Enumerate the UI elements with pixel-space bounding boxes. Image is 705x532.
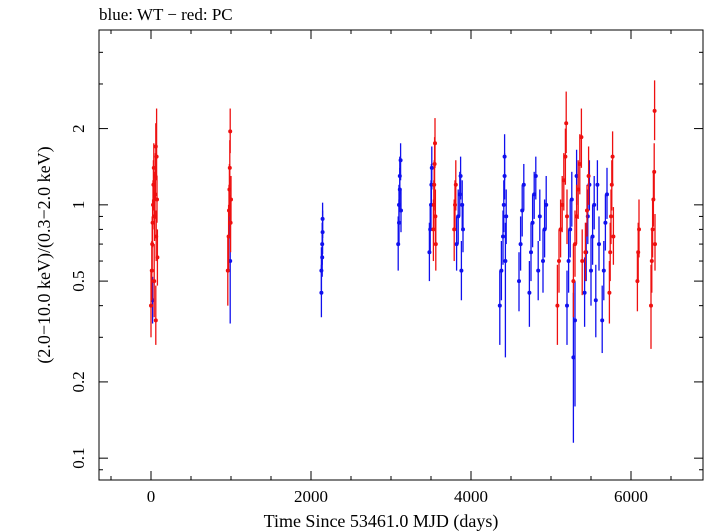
- data-point: [320, 216, 325, 221]
- x-tick-label: 6000: [614, 487, 648, 506]
- data-point: [580, 259, 585, 264]
- data-point: [497, 303, 502, 308]
- data-point: [649, 259, 654, 264]
- plot-frame: [98, 29, 704, 481]
- data-point: [586, 173, 591, 178]
- data-point: [433, 141, 437, 146]
- x-tick-label: 0: [147, 487, 156, 506]
- data-point: [597, 242, 601, 247]
- data-point: [583, 250, 588, 255]
- data-point: [610, 154, 615, 159]
- axis-labels: 0 2000 4000 6000 0.1 0.2 0.5 1 2 Time Since 53461…: [34, 124, 648, 532]
- data-point: [557, 259, 561, 264]
- data-point: [569, 197, 574, 202]
- data-point: [501, 234, 505, 239]
- data-point: [319, 290, 324, 295]
- data-point: [504, 214, 509, 219]
- y-tick-label: 0.2: [69, 371, 88, 392]
- data-point: [653, 242, 657, 247]
- data-point: [565, 303, 569, 308]
- data-point: [563, 154, 568, 159]
- y-tick-label: 0.5: [69, 270, 88, 291]
- axis-ticks: [99, 30, 703, 480]
- data-point: [590, 234, 595, 239]
- data-point: [611, 234, 616, 239]
- chart-title: blue: WT − red: PC: [99, 5, 233, 24]
- data-point: [571, 279, 576, 284]
- data-point: [589, 268, 593, 273]
- data-point: [555, 303, 560, 308]
- data-point: [521, 182, 526, 187]
- y-tick-label: 0.1: [69, 448, 88, 469]
- y-axis-label: (2.0−10.0 keV)/(0.3−2.0 keV): [34, 146, 55, 363]
- x-axis-label: Time Since 53461.0 MJD (days): [264, 511, 499, 532]
- data-marks: [149, 80, 657, 443]
- data-point: [518, 242, 523, 247]
- data-point: [529, 250, 533, 255]
- data-point: [537, 214, 542, 219]
- data-point: [595, 182, 600, 187]
- data-point: [603, 220, 608, 225]
- data-point: [541, 259, 545, 264]
- data-point: [568, 227, 573, 232]
- data-point: [399, 208, 403, 213]
- data-point: [433, 242, 438, 247]
- data-point: [652, 108, 657, 113]
- y-tick-label: 2: [69, 124, 88, 133]
- data-point: [637, 227, 641, 232]
- y-tick-label: 1: [69, 201, 88, 210]
- data-point: [530, 220, 535, 225]
- data-point: [527, 290, 532, 295]
- data-point: [585, 208, 589, 213]
- x-tick-label: 4000: [454, 487, 488, 506]
- data-point: [600, 318, 605, 323]
- data-point: [605, 192, 609, 197]
- data-point: [652, 169, 657, 174]
- data-point: [593, 298, 598, 303]
- data-point: [601, 268, 606, 273]
- data-point: [149, 303, 153, 308]
- data-point: [579, 135, 584, 140]
- data-point: [503, 259, 508, 264]
- data-point: [229, 197, 233, 202]
- data-point: [536, 268, 541, 273]
- data-point: [429, 165, 434, 170]
- x-tick-label: 2000: [294, 487, 328, 506]
- data-point: [517, 279, 521, 284]
- data-point: [155, 255, 160, 260]
- data-point: [565, 214, 569, 219]
- data-point: [499, 268, 504, 273]
- data-point: [458, 173, 463, 178]
- data-point: [573, 318, 577, 323]
- data-point: [461, 227, 465, 232]
- data-series: [149, 80, 657, 349]
- data-point: [152, 279, 157, 284]
- data-point: [608, 250, 613, 255]
- data-point: [650, 227, 655, 232]
- data-point: [398, 158, 403, 163]
- data-point: [501, 202, 506, 207]
- data-point: [607, 290, 612, 295]
- data-point: [544, 202, 549, 207]
- data-point: [459, 268, 464, 273]
- data-point: [502, 154, 507, 159]
- data-point: [153, 318, 158, 323]
- data-point: [154, 154, 159, 159]
- data-point: [649, 303, 653, 308]
- data-point: [453, 182, 458, 187]
- data-point: [609, 214, 613, 219]
- data-series: [150, 134, 609, 443]
- data-point: [566, 259, 571, 264]
- data-point: [155, 197, 159, 202]
- data-point: [582, 290, 587, 295]
- data-point: [533, 173, 538, 178]
- data-point: [592, 202, 597, 207]
- data-point: [564, 121, 569, 126]
- data-point: [227, 165, 232, 170]
- data-point: [228, 129, 233, 134]
